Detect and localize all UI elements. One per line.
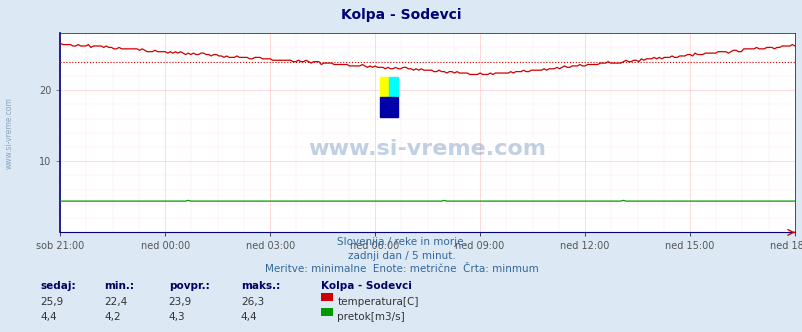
Text: www.si-vreme.com: www.si-vreme.com <box>5 97 14 169</box>
Bar <box>379 97 398 117</box>
Text: povpr.:: povpr.: <box>168 281 209 290</box>
Text: 4,3: 4,3 <box>168 312 185 322</box>
Text: 22,4: 22,4 <box>104 297 128 307</box>
Bar <box>379 77 388 97</box>
Text: zadnji dan / 5 minut.: zadnji dan / 5 minut. <box>347 251 455 261</box>
Text: 4,4: 4,4 <box>40 312 57 322</box>
Text: min.:: min.: <box>104 281 134 290</box>
Text: Kolpa - Sodevci: Kolpa - Sodevci <box>321 281 411 290</box>
Text: 4,4: 4,4 <box>241 312 257 322</box>
Text: Meritve: minimalne  Enote: metrične  Črta: minmum: Meritve: minimalne Enote: metrične Črta:… <box>265 264 537 274</box>
Text: 23,9: 23,9 <box>168 297 192 307</box>
Text: pretok[m3/s]: pretok[m3/s] <box>337 312 404 322</box>
Bar <box>388 77 398 97</box>
Text: temperatura[C]: temperatura[C] <box>337 297 418 307</box>
Text: 26,3: 26,3 <box>241 297 264 307</box>
Text: Slovenija / reke in morje.: Slovenija / reke in morje. <box>336 237 466 247</box>
Text: sedaj:: sedaj: <box>40 281 75 290</box>
Text: www.si-vreme.com: www.si-vreme.com <box>308 139 546 159</box>
Text: 25,9: 25,9 <box>40 297 63 307</box>
Text: maks.:: maks.: <box>241 281 280 290</box>
Text: Kolpa - Sodevci: Kolpa - Sodevci <box>341 8 461 22</box>
Text: 4,2: 4,2 <box>104 312 121 322</box>
